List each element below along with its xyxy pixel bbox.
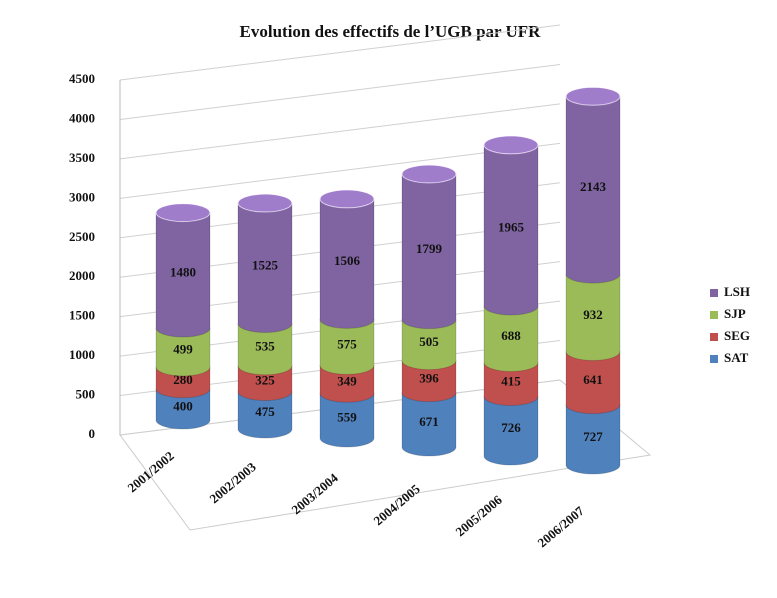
y-tick-label: 3000 <box>69 189 95 204</box>
cylinder-top <box>155 203 211 223</box>
bar-segment <box>319 198 375 329</box>
legend-label: SJP <box>724 306 746 321</box>
bar-segment <box>401 392 457 457</box>
legend-swatch <box>710 355 718 363</box>
data-label: 641 <box>583 372 603 387</box>
bar-segment <box>483 144 539 316</box>
bar-segment <box>565 404 621 475</box>
y-tick-label: 2000 <box>69 268 95 283</box>
bar-segment <box>483 395 539 466</box>
legend-swatch <box>710 311 718 319</box>
cylinder-top <box>319 189 375 209</box>
y-tick-label: 2500 <box>69 229 95 244</box>
legend-label: SAT <box>724 350 749 365</box>
legend-swatch <box>710 333 718 341</box>
data-label: 575 <box>337 336 357 351</box>
data-label: 1799 <box>416 241 443 256</box>
bar-segment <box>237 365 293 401</box>
grid-line <box>119 24 561 81</box>
data-label: 400 <box>173 398 193 413</box>
legend-swatch <box>710 289 718 297</box>
data-label: 2143 <box>580 179 607 194</box>
data-label: 559 <box>337 410 357 425</box>
grid-line <box>119 63 561 120</box>
cylinder-top <box>401 164 457 184</box>
data-label: 932 <box>583 307 603 322</box>
y-tick-label: 4000 <box>69 110 95 125</box>
bar-segment <box>237 390 293 439</box>
bar-segment <box>155 388 211 430</box>
data-label: 499 <box>173 341 193 356</box>
bar-segment <box>565 350 621 415</box>
data-label: 1965 <box>498 219 525 234</box>
data-label: 1480 <box>170 264 196 279</box>
y-tick-label: 3500 <box>69 150 95 165</box>
data-label: 396 <box>419 371 439 386</box>
bar-segment <box>483 305 539 372</box>
legend-label: LSH <box>724 284 750 299</box>
data-label: 688 <box>501 328 521 343</box>
bar-segment <box>155 327 211 377</box>
y-tick-label: 1000 <box>69 347 95 362</box>
y-tick-label: 0 <box>89 426 96 441</box>
bar-segment <box>401 360 457 403</box>
cylinder-top <box>565 86 621 106</box>
bar-segment <box>565 273 621 361</box>
legend-label: SEG <box>724 328 750 343</box>
data-label: 727 <box>583 429 603 444</box>
bar-segment <box>155 212 211 338</box>
data-label: 726 <box>501 420 521 435</box>
y-tick-label: 1500 <box>69 308 95 323</box>
bar-segment <box>401 319 457 371</box>
bar-segment <box>565 95 621 284</box>
data-label: 1506 <box>334 253 361 268</box>
data-label: 415 <box>501 373 521 388</box>
data-label: 505 <box>419 334 439 349</box>
data-label: 475 <box>255 404 275 419</box>
bar-segment <box>319 364 375 403</box>
data-label: 1525 <box>252 257 279 272</box>
bar-segment <box>319 392 375 448</box>
cylinder-top <box>237 193 293 213</box>
data-label: 325 <box>255 373 275 388</box>
cylinder-top <box>483 135 539 155</box>
bar-segment <box>237 323 293 376</box>
data-label: 349 <box>337 373 357 388</box>
bar-segment <box>483 361 539 406</box>
data-label: 671 <box>419 414 439 429</box>
y-tick-label: 4500 <box>69 71 95 86</box>
chart-title: Evolution des effectifs de l’UGB par UFR <box>240 22 542 41</box>
data-label: 535 <box>255 339 275 354</box>
bar-segment <box>319 318 375 375</box>
bar-segment <box>401 173 457 330</box>
grid-line <box>119 103 561 160</box>
bar-segment <box>237 202 293 334</box>
y-tick-label: 500 <box>76 387 96 402</box>
